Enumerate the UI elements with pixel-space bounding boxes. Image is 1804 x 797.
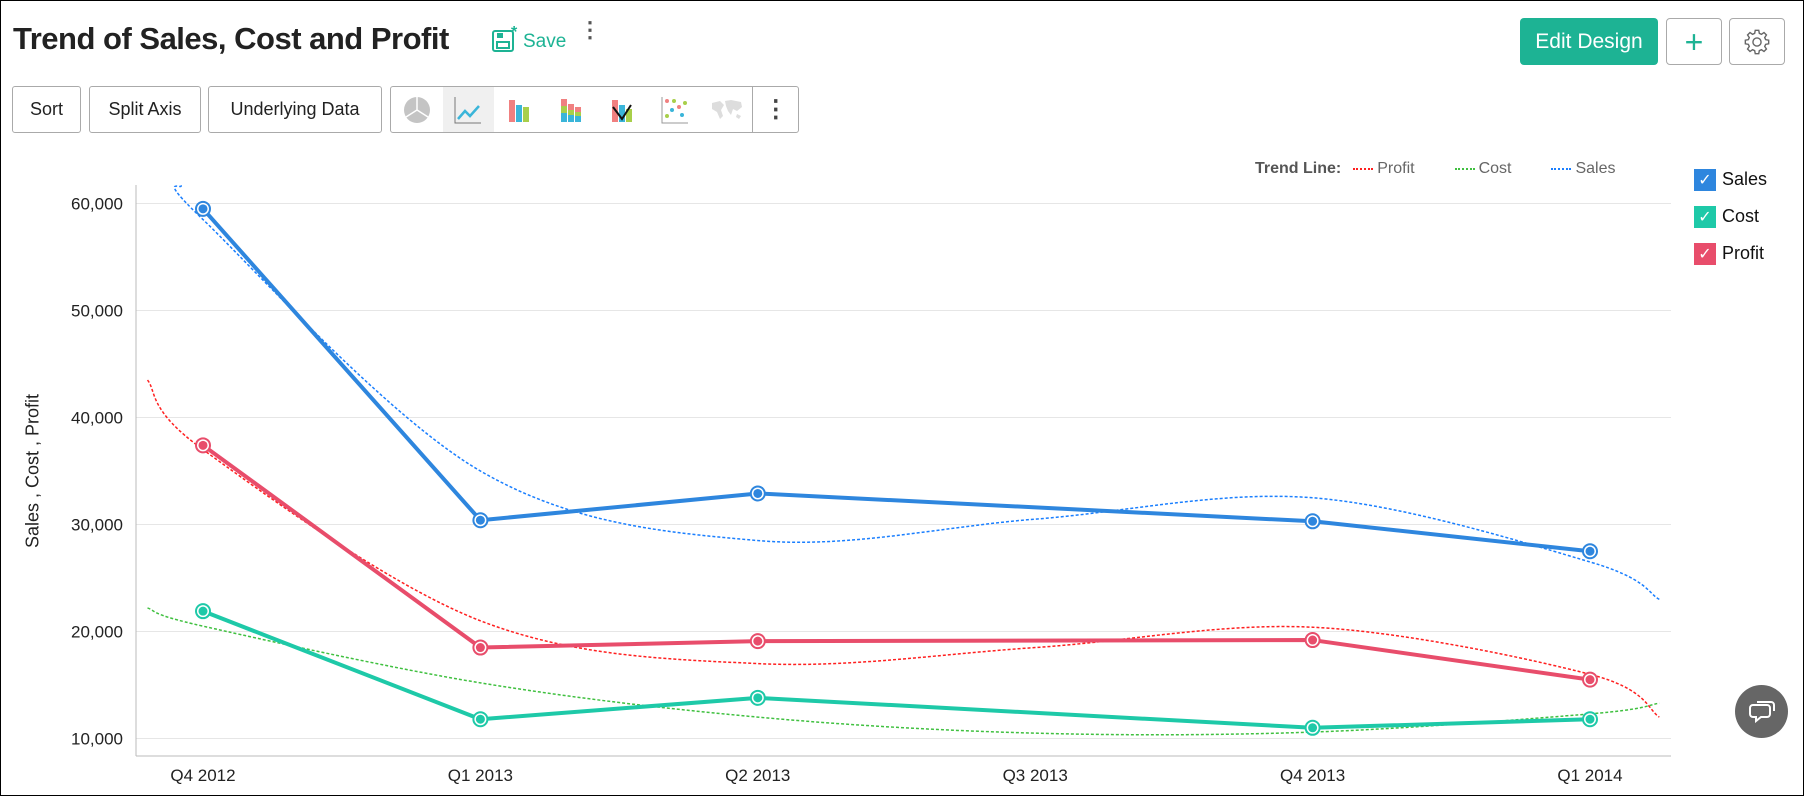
bar-chart-icon[interactable] [494, 87, 546, 132]
underlying-data-button[interactable]: Underlying Data [208, 86, 382, 133]
y-tick-label: 40,000 [71, 409, 123, 428]
series-line-cost [202, 609, 1591, 730]
trend-line-cost [147, 607, 1660, 736]
x-tick-label: Q2 2013 [725, 766, 790, 785]
more-chart-options-icon[interactable]: ⋮ [752, 87, 798, 132]
trend-legend-sales: Sales [1551, 160, 1616, 178]
data-point-core [753, 693, 763, 703]
legend-item-sales[interactable]: ✓ Sales [1694, 161, 1767, 198]
plus-icon: + [1684, 23, 1704, 60]
stacked-bar-chart-icon[interactable] [546, 87, 598, 132]
settings-button[interactable] [1729, 18, 1785, 65]
legend-item-cost[interactable]: ✓ Cost [1694, 198, 1767, 235]
series-line-profit [201, 443, 1591, 682]
chat-icon [1748, 700, 1775, 723]
checkbox-checked-icon[interactable]: ✓ [1694, 205, 1716, 228]
data-point-core [198, 606, 208, 616]
x-tick-label: Q4 2012 [170, 766, 235, 785]
page-title: Trend of Sales, Cost and Profit [13, 21, 449, 56]
gear-icon [1744, 29, 1770, 54]
data-point-core [475, 643, 485, 653]
legend-item-profit[interactable]: ✓ Profit [1694, 235, 1767, 272]
y-tick-label: 60,000 [71, 195, 123, 214]
series-legend: ✓ Sales ✓ Cost ✓ Profit [1694, 161, 1767, 272]
edit-design-button[interactable]: Edit Design [1520, 18, 1658, 65]
data-point-core [753, 636, 763, 646]
trend-line-sales [173, 185, 1660, 601]
data-point-core [1308, 635, 1318, 645]
scatter-chart-icon[interactable] [649, 87, 701, 132]
save-label: Save [523, 31, 567, 52]
trend-legend-label: Cost [1478, 160, 1512, 177]
data-point-core [1585, 714, 1595, 724]
series-line-sales [201, 207, 1591, 554]
line-chart-icon[interactable] [442, 87, 495, 132]
feedback-chat-button[interactable] [1735, 685, 1788, 738]
x-tick-label: Q4 2013 [1280, 766, 1345, 785]
x-tick-label: Q1 2014 [1557, 766, 1622, 785]
trend-line-legend: Trend Line: Profit Cost Sales [1255, 160, 1644, 178]
y-tick-label: 50,000 [71, 302, 123, 321]
trend-legend-label: Profit [1377, 160, 1415, 177]
data-point-core [1308, 516, 1318, 526]
save-icon: * [492, 25, 518, 52]
legend-label: Sales [1722, 169, 1768, 189]
map-chart-icon[interactable] [701, 87, 753, 132]
trend-swatch-cost [1454, 168, 1475, 170]
data-point-core [198, 204, 208, 214]
checkbox-checked-icon[interactable]: ✓ [1694, 242, 1716, 265]
data-point-core [1585, 546, 1595, 556]
trend-swatch-profit [1353, 168, 1374, 170]
trend-line-label: Trend Line: [1255, 160, 1342, 177]
split-axis-button[interactable]: Split Axis [89, 86, 201, 133]
checkbox-checked-icon[interactable]: ✓ [1694, 168, 1716, 191]
data-point-core [1308, 723, 1318, 733]
svg-text:*: * [511, 25, 518, 41]
data-point-core [475, 515, 485, 525]
trend-legend-label: Sales [1575, 160, 1616, 177]
x-tick-label: Q1 2013 [448, 766, 513, 785]
trend-line-profit [146, 379, 1660, 718]
x-tick-label: Q3 2013 [1003, 766, 1068, 785]
sort-button[interactable]: Sort [12, 86, 81, 133]
chart-type-selector: ⋮ [390, 86, 799, 133]
data-point-core [475, 714, 485, 724]
trend-swatch-sales [1551, 168, 1572, 170]
data-point-core [753, 488, 763, 498]
y-tick-label: 30,000 [71, 516, 123, 535]
save-button[interactable]: * Save [491, 25, 566, 53]
legend-label: Profit [1722, 243, 1765, 263]
trend-legend-cost: Cost [1454, 160, 1512, 178]
add-button[interactable]: + [1666, 18, 1722, 65]
legend-label: Cost [1722, 206, 1760, 226]
data-point-core [198, 440, 208, 450]
y-tick-label: 20,000 [71, 623, 123, 642]
combo-chart-icon[interactable] [598, 87, 650, 132]
trend-legend-profit: Profit [1353, 160, 1415, 178]
data-point-core [1585, 675, 1595, 685]
y-tick-label: 10,000 [71, 730, 123, 749]
pie-chart-icon[interactable] [391, 87, 443, 132]
